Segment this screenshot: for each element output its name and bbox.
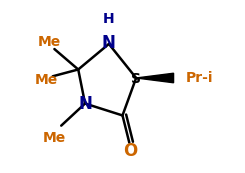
Text: S: S [131,72,141,86]
Text: Me: Me [43,131,66,145]
Text: N: N [102,34,116,52]
Text: H: H [103,12,115,26]
Text: Me: Me [34,73,58,87]
Text: Pr-i: Pr-i [185,71,213,85]
Text: O: O [123,142,137,160]
Text: Me: Me [38,35,61,49]
Polygon shape [136,73,173,83]
Text: N: N [78,95,92,113]
